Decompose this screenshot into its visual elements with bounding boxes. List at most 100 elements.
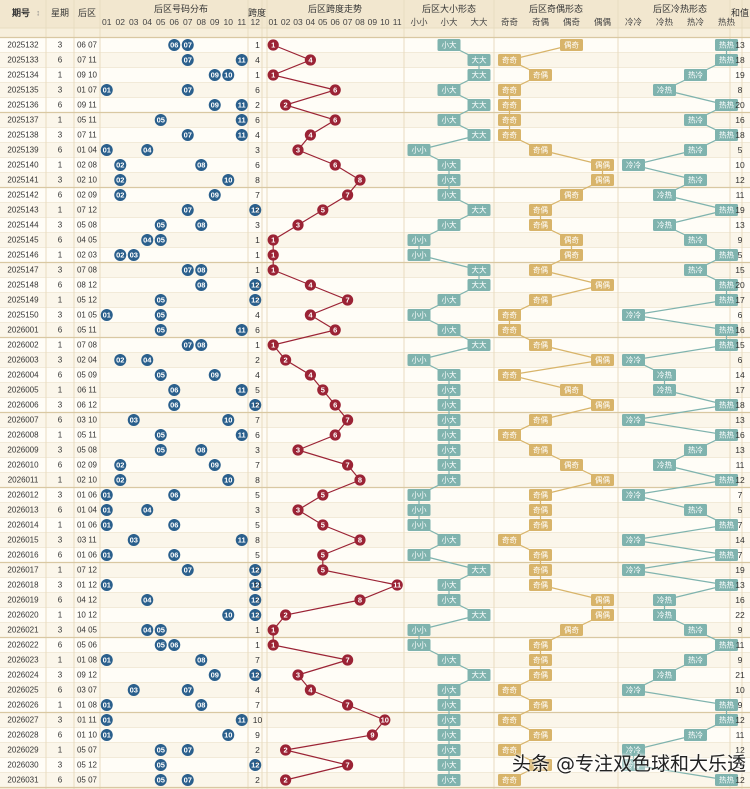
number-ball bbox=[208, 189, 221, 201]
number-ball bbox=[127, 684, 140, 696]
hotcold-title: 后区冷热形态 bbox=[653, 3, 707, 14]
parity-tag bbox=[529, 444, 552, 456]
weekday-cell: 1 bbox=[58, 251, 63, 260]
span-point-label: 11 bbox=[393, 581, 401, 590]
number-ball-label: 12 bbox=[251, 611, 259, 620]
number-ball bbox=[114, 354, 127, 366]
hotcold-tag-label: 冷冷 bbox=[626, 415, 641, 425]
period-cell: 2026021 bbox=[7, 626, 39, 635]
span-cell: 6 bbox=[255, 400, 260, 410]
sum-cell: 11 bbox=[736, 190, 745, 200]
span-cell: 10 bbox=[253, 715, 263, 725]
number-ball bbox=[114, 159, 127, 171]
hotcold-tag-label: 热冷 bbox=[688, 730, 703, 740]
number-ball bbox=[235, 324, 248, 336]
period-cell: 2025141 bbox=[7, 176, 39, 185]
number-ball bbox=[222, 414, 235, 426]
span-cell: 2 bbox=[255, 100, 260, 110]
back-numbers-cell: 05 07 bbox=[77, 746, 98, 755]
sum-cell: 7 bbox=[738, 490, 743, 500]
back-numbers-cell: 04 05 bbox=[77, 626, 98, 635]
weekday-cell: 3 bbox=[58, 536, 63, 545]
period-cell: 2026028 bbox=[7, 731, 39, 740]
span-cell: 4 bbox=[255, 55, 260, 65]
sum-cell: 17 bbox=[735, 295, 745, 305]
size-tag-label: 小小 bbox=[412, 356, 427, 365]
number-ball-label: 10 bbox=[224, 731, 232, 740]
parity-tag-label: 奇偶 bbox=[533, 655, 548, 665]
span-point-label: 6 bbox=[333, 116, 337, 125]
number-ball-label: 12 bbox=[251, 401, 259, 410]
size-tag-label: 小大 bbox=[442, 40, 457, 50]
dist-col-label: 11 bbox=[237, 17, 246, 27]
size-tag-label: 大大 bbox=[472, 340, 487, 350]
sum-cell: 9 bbox=[738, 625, 743, 635]
number-ball bbox=[195, 654, 208, 666]
number-ball bbox=[181, 204, 194, 216]
number-ball-label: 05 bbox=[157, 761, 165, 770]
parity-tag bbox=[529, 219, 552, 231]
size-tag bbox=[437, 699, 461, 711]
parity-tag bbox=[498, 714, 521, 726]
back-numbers-cell: 05 06 bbox=[77, 641, 98, 650]
period-cell: 2025132 bbox=[7, 41, 39, 50]
parity-tag-label: 奇奇 bbox=[502, 775, 517, 785]
number-ball-label: 02 bbox=[116, 476, 124, 485]
span-cell: 3 bbox=[255, 670, 260, 680]
parity-tag bbox=[591, 609, 614, 621]
weekday-cell: 3 bbox=[58, 671, 63, 680]
number-ball-label: 06 bbox=[170, 41, 178, 50]
back-numbers-cell: 10 12 bbox=[77, 611, 98, 620]
span-col-label: 01 bbox=[268, 17, 278, 27]
span-point bbox=[267, 264, 279, 276]
size-tag bbox=[467, 99, 491, 111]
span-point bbox=[342, 294, 354, 306]
span-point-label: 2 bbox=[284, 611, 288, 620]
period-cell: 2025135 bbox=[7, 86, 39, 95]
parity-tag bbox=[591, 399, 614, 411]
span-col-label: 03 bbox=[293, 17, 303, 27]
parity-tag bbox=[591, 594, 614, 606]
parity-tag bbox=[560, 39, 583, 51]
header-background bbox=[0, 0, 750, 28]
number-ball-label: 07 bbox=[184, 341, 192, 350]
weekday-cell: 1 bbox=[58, 701, 63, 710]
period-cell: 2026006 bbox=[7, 401, 39, 410]
span-cell: 3 bbox=[255, 220, 260, 230]
weekday-cell: 1 bbox=[58, 566, 63, 575]
size-tag-label: 小大 bbox=[442, 685, 457, 695]
span-point-label: 5 bbox=[321, 386, 325, 395]
watermark-text: 头条 @专注双色球和大乐透 bbox=[512, 753, 747, 775]
weekday-cell: 6 bbox=[58, 506, 63, 515]
sum-cell: 5 bbox=[738, 505, 743, 515]
period-cell: 2025148 bbox=[7, 281, 39, 290]
parity-tag bbox=[498, 114, 521, 126]
parity-title: 后区奇偶形态 bbox=[529, 3, 583, 14]
span-col-label: 04 bbox=[306, 17, 316, 27]
parity-tag-label: 奇奇 bbox=[502, 325, 517, 335]
size-tag bbox=[437, 114, 461, 126]
back-numbers-cell: 06 11 bbox=[77, 386, 97, 395]
back-numbers-cell: 05 08 bbox=[77, 221, 98, 230]
number-ball-label: 11 bbox=[238, 131, 246, 140]
number-ball bbox=[235, 384, 248, 396]
hotcold-tag-label: 热热 bbox=[719, 550, 734, 560]
parity-tag bbox=[560, 459, 583, 471]
number-ball-label: 05 bbox=[157, 776, 165, 785]
size-tag bbox=[407, 144, 431, 156]
size-tag bbox=[437, 294, 461, 306]
weekday-cell: 1 bbox=[58, 206, 63, 215]
hotcold-tag bbox=[715, 774, 738, 786]
size-tag-label: 大大 bbox=[472, 205, 487, 215]
span-cell: 8 bbox=[255, 475, 260, 485]
sum-cell: 5 bbox=[738, 250, 743, 260]
hotcold-tag bbox=[684, 624, 707, 636]
span-point-label: 1 bbox=[271, 341, 275, 350]
hotcold-tag-label: 冷冷 bbox=[626, 565, 641, 575]
span-cell: 1 bbox=[255, 250, 260, 260]
number-ball bbox=[249, 294, 262, 306]
hotcold-tag bbox=[715, 324, 738, 336]
hotcold-tag-label: 热热 bbox=[719, 280, 734, 290]
hotcold-tag bbox=[653, 369, 676, 381]
back-numbers-cell: 01 07 bbox=[77, 86, 98, 95]
